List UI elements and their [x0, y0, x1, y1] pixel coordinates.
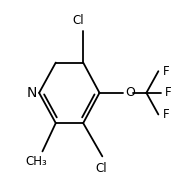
Text: N: N [27, 86, 37, 100]
Text: O: O [126, 86, 136, 99]
Text: F: F [165, 86, 172, 99]
Text: CH₃: CH₃ [25, 155, 47, 168]
Text: Cl: Cl [72, 14, 84, 27]
Text: F: F [162, 108, 169, 121]
Text: Cl: Cl [95, 162, 107, 175]
Text: F: F [162, 65, 169, 78]
